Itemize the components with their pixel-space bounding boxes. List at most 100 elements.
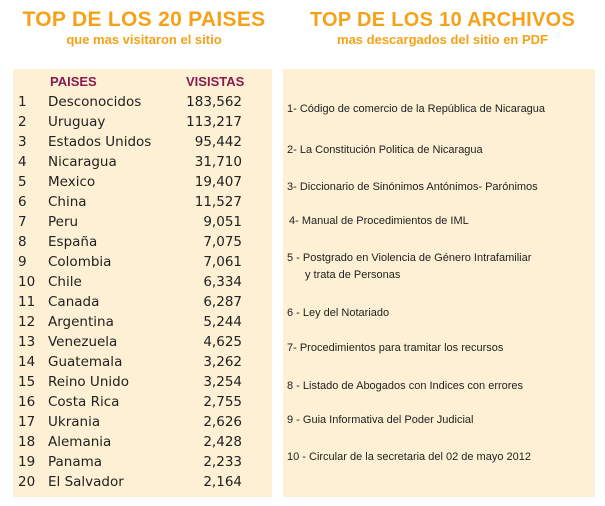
country-cell: Nicaragua bbox=[48, 154, 117, 170]
visits-cell: 7,075 bbox=[203, 234, 242, 250]
country-cell: Desconocidos bbox=[48, 94, 142, 110]
rank-cell: 6 bbox=[18, 194, 27, 210]
visits-cell: 6,334 bbox=[203, 274, 242, 290]
countries-table: 1 Desconocidos 183,562 2 Uruguay 113,217 3 Esta… bbox=[0, 92, 272, 492]
rank-cell: 5 bbox=[18, 174, 27, 190]
files-subtitle: mas descargados del sitio en PDF bbox=[337, 32, 548, 47]
file-title: 4- Manual de Procedimientos de IML bbox=[289, 215, 469, 227]
rank-cell: 14 bbox=[18, 354, 36, 370]
file-item: 5 - Postgrado en Violencia de Género Int… bbox=[287, 250, 531, 284]
table-row: 10 Chile 6,334 bbox=[0, 272, 272, 292]
rank-cell: 10 bbox=[18, 274, 36, 290]
rank-cell: 4 bbox=[18, 154, 27, 170]
file-item: 4- Manual de Procedimientos de IML bbox=[289, 213, 469, 230]
country-cell: Reino Unido bbox=[48, 374, 129, 390]
table-row: 17 Ukrania 2,626 bbox=[0, 412, 272, 432]
country-cell: Colombia bbox=[48, 254, 112, 270]
column-header-countries: PAISES bbox=[50, 74, 97, 89]
table-row: 9 Colombia 7,061 bbox=[0, 252, 272, 272]
visits-cell: 6,287 bbox=[203, 294, 242, 310]
country-cell: Mexico bbox=[48, 174, 96, 190]
country-cell: Costa Rica bbox=[48, 394, 120, 410]
visits-cell: 2,233 bbox=[203, 454, 242, 470]
rank-cell: 18 bbox=[18, 434, 36, 450]
countries-subtitle: que mas visitaron el sitio bbox=[66, 32, 222, 47]
table-row: 11 Canada 6,287 bbox=[0, 292, 272, 312]
visits-cell: 9,051 bbox=[203, 214, 242, 230]
table-row: 12 Argentina 5,244 bbox=[0, 312, 272, 332]
file-item: 10 - Circular de la secretaria del 02 de… bbox=[287, 449, 531, 466]
visits-cell: 11,527 bbox=[194, 194, 242, 210]
table-row: 1 Desconocidos 183,562 bbox=[0, 92, 272, 112]
rank-cell: 2 bbox=[18, 114, 27, 130]
table-row: 16 Costa Rica 2,755 bbox=[0, 392, 272, 412]
rank-cell: 7 bbox=[18, 214, 27, 230]
files-heading: TOP DE LOS 10 ARCHIVOS mas descargados d… bbox=[290, 8, 595, 48]
rank-cell: 13 bbox=[18, 334, 36, 350]
visits-cell: 95,442 bbox=[194, 134, 242, 150]
file-title-continued: y trata de Personas bbox=[305, 269, 401, 281]
visits-cell: 2,626 bbox=[203, 414, 242, 430]
file-item: 1- Código de comercio de la República de… bbox=[287, 101, 545, 118]
table-row: 5 Mexico 19,407 bbox=[0, 172, 272, 192]
country-cell: Panama bbox=[48, 454, 103, 470]
file-item: 6 - Ley del Notariado bbox=[287, 305, 389, 322]
country-cell: Estados Unidos bbox=[48, 134, 152, 150]
visits-cell: 4,625 bbox=[203, 334, 242, 350]
country-cell: Argentina bbox=[48, 314, 114, 330]
table-row: 2 Uruguay 113,217 bbox=[0, 112, 272, 132]
rank-cell: 3 bbox=[18, 134, 27, 150]
file-item: 8 - Listado de Abogados con Indices con … bbox=[287, 378, 523, 395]
file-title: 7- Procedimientos para tramitar los recu… bbox=[287, 342, 504, 354]
rank-cell: 19 bbox=[18, 454, 36, 470]
country-cell: Ukrania bbox=[48, 414, 101, 430]
country-cell: China bbox=[48, 194, 87, 210]
country-cell: Alemania bbox=[48, 434, 112, 450]
visits-cell: 113,217 bbox=[186, 114, 242, 130]
visits-cell: 19,407 bbox=[194, 174, 242, 190]
table-row: 3 Estados Unidos 95,442 bbox=[0, 132, 272, 152]
table-row: 4 Nicaragua 31,710 bbox=[0, 152, 272, 172]
rank-cell: 12 bbox=[18, 314, 36, 330]
country-cell: Peru bbox=[48, 214, 79, 230]
visits-cell: 31,710 bbox=[194, 154, 242, 170]
file-title: 8 - Listado de Abogados con Indices con … bbox=[287, 380, 524, 392]
table-row: 15 Reino Unido 3,254 bbox=[0, 372, 272, 392]
rank-cell: 17 bbox=[18, 414, 36, 430]
country-cell: Uruguay bbox=[48, 114, 106, 130]
file-title: 5 - Postgrado en Violencia de Género Int… bbox=[287, 252, 532, 264]
visits-cell: 2,428 bbox=[203, 434, 242, 450]
visits-cell: 5,244 bbox=[203, 314, 242, 330]
country-cell: Canada bbox=[48, 294, 100, 310]
rank-cell: 9 bbox=[18, 254, 27, 270]
rank-cell: 8 bbox=[18, 234, 27, 250]
visits-cell: 3,254 bbox=[203, 374, 242, 390]
countries-heading: TOP DE LOS 20 PAISES que mas visitaron e… bbox=[10, 8, 278, 48]
file-item: 7- Procedimientos para tramitar los recu… bbox=[287, 340, 503, 357]
countries-panel bbox=[13, 69, 272, 497]
visits-cell: 183,562 bbox=[186, 94, 242, 110]
file-title: 10 - Circular de la secretaria del 02 de… bbox=[287, 451, 531, 463]
rank-cell: 11 bbox=[18, 294, 36, 310]
file-item: 2- La Constitución Politica de Nicaragua bbox=[287, 142, 483, 159]
country-cell: El Salvador bbox=[48, 474, 124, 490]
country-cell: España bbox=[48, 234, 98, 250]
table-row: 18 Alemania 2,428 bbox=[0, 432, 272, 452]
table-row: 19 Panama 2,233 bbox=[0, 452, 272, 472]
table-row: 14 Guatemala 3,262 bbox=[0, 352, 272, 372]
file-title: 3- Diccionario de Sinónimos Antónimos- P… bbox=[287, 181, 538, 193]
visits-cell: 7,061 bbox=[203, 254, 242, 270]
file-title: 9 - Guia Informativa del Poder Judicial bbox=[287, 414, 474, 426]
file-item: 3- Diccionario de Sinónimos Antónimos- P… bbox=[287, 179, 538, 196]
table-row: 7 Peru 9,051 bbox=[0, 212, 272, 232]
table-row: 8 España 7,075 bbox=[0, 232, 272, 252]
country-cell: Venezuela bbox=[48, 334, 118, 350]
rank-cell: 1 bbox=[18, 94, 27, 110]
rank-cell: 15 bbox=[18, 374, 36, 390]
visits-cell: 2,755 bbox=[203, 394, 242, 410]
table-row: 20 El Salvador 2,164 bbox=[0, 472, 272, 492]
file-title: 2- La Constitución Politica de Nicaragua bbox=[287, 144, 483, 156]
files-panel bbox=[283, 69, 595, 497]
country-cell: Chile bbox=[48, 274, 82, 290]
file-title: 1- Código de comercio de la República de… bbox=[287, 103, 546, 115]
